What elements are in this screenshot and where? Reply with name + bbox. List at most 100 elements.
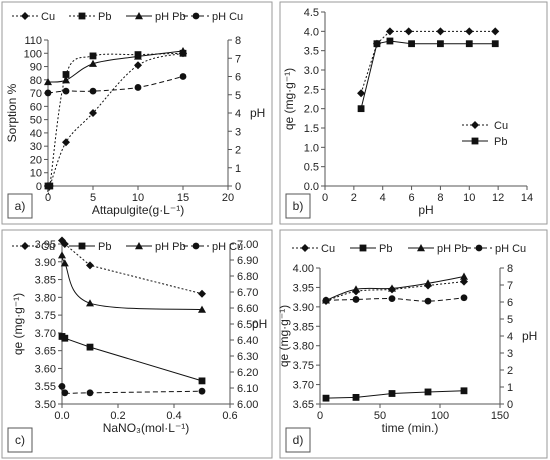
data-point-pb (373, 40, 381, 48)
data-point-cu (60, 240, 69, 248)
y2-tick-label: 3 (507, 348, 513, 360)
y2-tick-label: 6.10 (237, 383, 258, 395)
y-tick-label: 70 (30, 88, 42, 100)
legend-marker (135, 12, 143, 20)
data-point-pb (386, 37, 394, 45)
y-axis-title: qe (mg·g⁻¹) (277, 305, 291, 367)
data-point-cu (62, 138, 70, 147)
data-point-ph-cu (352, 296, 360, 303)
y-tick-label: 1.0 (304, 142, 319, 154)
x-tick-label: 2 (351, 192, 357, 204)
x-axis-title: time (min.) (382, 421, 439, 435)
y2-tick-label: 6 (235, 72, 241, 84)
series-line-ph-cu (47, 76, 184, 94)
y-tick-label: 0.5 (304, 162, 319, 174)
data-point-pb (460, 387, 468, 395)
y2-tick-label: 3 (235, 126, 241, 138)
y2-tick-label: 6.30 (237, 351, 258, 363)
y2-tick-label: 5 (507, 314, 513, 326)
y-tick-label: 80 (30, 75, 42, 87)
legend-label: Cu (321, 243, 335, 255)
x-tick-label: 0.0 (54, 410, 69, 422)
y2-tick-label: 6.70 (237, 287, 258, 299)
y2-tick-label: 6.90 (237, 255, 258, 267)
x-tick-label: 6 (409, 192, 415, 204)
y2-tick-label: 6.00 (237, 399, 258, 411)
y2-tick-label: 1 (235, 163, 241, 175)
panel-label-box (285, 193, 311, 219)
legend-marker (21, 242, 29, 250)
x-tick-label: 14 (521, 192, 533, 204)
data-point-cu (385, 27, 394, 36)
y-tick-label: 3.0 (304, 65, 319, 77)
series-line-cu (61, 240, 203, 295)
data-point-ph-pb (388, 284, 396, 292)
y-tick-label: 3.55 (35, 381, 56, 393)
legend-label: Pb (379, 243, 392, 255)
legend-label: pH Cu (212, 11, 243, 23)
legend-marker (471, 137, 479, 145)
y2-tick-label: 8 (235, 35, 241, 47)
data-point-ph-cu (424, 297, 432, 305)
data-point-ph-cu (89, 87, 97, 95)
y-tick-label: 2.5 (304, 84, 319, 96)
legend-label: pH Cu (212, 241, 243, 253)
y2-tick-label: 2 (507, 365, 513, 377)
y-tick-label: 3.50 (35, 399, 56, 411)
data-point-ph-pb (179, 46, 187, 55)
y2-tick-label: 6 (507, 297, 513, 309)
data-point-cu (465, 27, 474, 36)
y2-tick-label: 7 (507, 280, 513, 292)
x-tick-label: 0 (317, 410, 323, 422)
x-tick-label: 0.6 (222, 410, 237, 422)
y-tick-label: 3.95 (293, 282, 314, 294)
data-point-ph-cu (388, 295, 396, 302)
y-tick-label: 3.65 (293, 399, 314, 411)
y2-tick-label: 0 (507, 399, 513, 411)
data-point-pb (424, 388, 432, 396)
y-tick-label: 3.90 (293, 302, 314, 314)
x-tick-label: 5 (90, 192, 96, 204)
data-point-ph-pb (62, 76, 70, 84)
data-point-pb (357, 105, 365, 113)
y2-tick-label: 4 (235, 108, 241, 120)
y2-tick-label: 2 (235, 145, 241, 157)
legend-marker (359, 244, 367, 252)
panel-label: a) (15, 199, 26, 213)
y-tick-label: 3.75 (35, 310, 56, 322)
y-tick-label: 10 (30, 168, 42, 180)
panel-label-box (7, 427, 33, 453)
y-tick-label: 3.80 (35, 292, 56, 304)
x-tick-label: 10 (132, 192, 144, 204)
y2-tick-label: 7.00 (237, 239, 258, 251)
y-tick-label: 4.0 (304, 26, 319, 38)
y2-tick-label: 6.60 (237, 303, 258, 315)
series-line-ph-cu (61, 386, 203, 394)
y-tick-label: 3.85 (35, 275, 56, 287)
y-axis-title: Sorption % (5, 83, 19, 142)
y-tick-label: 60 (30, 101, 42, 113)
legend-marker (471, 121, 479, 129)
legend-marker (78, 242, 86, 250)
data-point-pb (465, 40, 473, 48)
x-tick-label: 0.2 (110, 410, 125, 422)
y2-tick-label: 7 (235, 53, 241, 65)
data-point-ph-cu (460, 294, 468, 302)
data-point-ph-cu (86, 389, 94, 397)
data-point-ph-cu (44, 89, 52, 97)
y2-axis-title: pH (250, 106, 265, 120)
panel-label-box (7, 193, 33, 219)
y-tick-label: 3.70 (293, 380, 314, 392)
data-point-pb (86, 343, 94, 351)
panel-label: d) (293, 433, 304, 447)
data-point-ph-pb (86, 299, 94, 307)
series-line-pb (47, 52, 184, 195)
x-tick-label: 0 (45, 192, 51, 204)
panel-b-qe-vs-ph: 0 2 4 6 8 10 12 14 0.0 0.5 1.0 1.5 2.0 2.5 3.0 3.5 4.0 4.… (282, 7, 533, 219)
y-tick-label: 3.95 (35, 239, 56, 251)
data-point-ph-pb (424, 279, 432, 287)
y-tick-label: 3.5 (304, 46, 319, 58)
y-tick-label: 90 (30, 62, 42, 74)
y2-axis-title: pH (522, 329, 537, 343)
